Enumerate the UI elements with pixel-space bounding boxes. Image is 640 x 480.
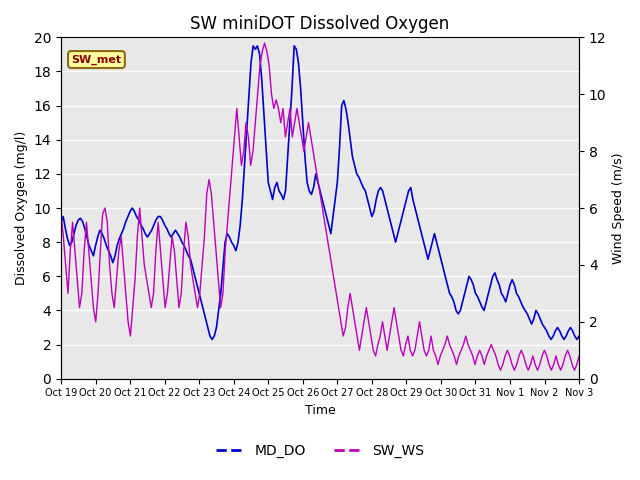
Text: SW_met: SW_met: [72, 54, 122, 65]
SW_WS: [260, 40, 268, 46]
MD_DO: [478, 304, 486, 310]
MD_DO: [208, 336, 216, 342]
MD_DO: [575, 333, 583, 339]
SW_WS: [420, 348, 428, 353]
X-axis label: Time: Time: [305, 404, 335, 417]
Legend: MD_DO, SW_WS: MD_DO, SW_WS: [210, 438, 430, 464]
SW_WS: [476, 348, 483, 353]
MD_DO: [115, 236, 123, 241]
Line: MD_DO: MD_DO: [61, 46, 579, 339]
MD_DO: [57, 219, 65, 225]
MD_DO: [444, 282, 451, 288]
MD_DO: [573, 336, 580, 342]
Title: SW miniDOT Dissolved Oxygen: SW miniDOT Dissolved Oxygen: [191, 15, 450, 33]
SW_WS: [57, 211, 65, 216]
MD_DO: [250, 43, 257, 49]
SW_WS: [575, 353, 583, 359]
Y-axis label: Dissolved Oxygen (mg/l): Dissolved Oxygen (mg/l): [15, 131, 28, 285]
Y-axis label: Wind Speed (m/s): Wind Speed (m/s): [612, 152, 625, 264]
MD_DO: [258, 77, 266, 83]
SW_WS: [471, 361, 479, 367]
Line: SW_WS: SW_WS: [61, 43, 579, 370]
SW_WS: [492, 353, 500, 359]
MD_DO: [357, 180, 365, 185]
SW_WS: [200, 234, 208, 240]
SW_WS: [164, 290, 172, 296]
SW_WS: [497, 367, 504, 373]
